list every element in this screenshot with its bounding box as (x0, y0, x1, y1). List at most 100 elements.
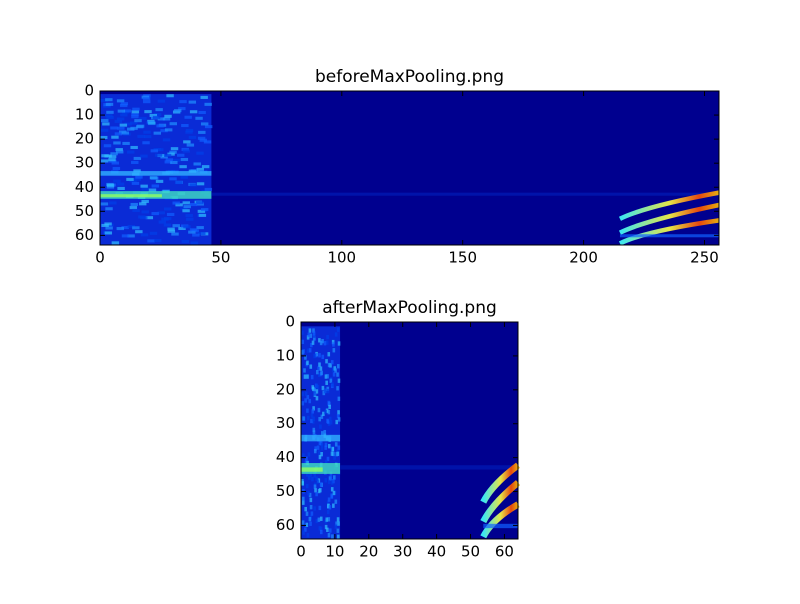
image-texture (117, 126, 125, 130)
image-texture (328, 528, 332, 533)
image-texture (105, 114, 113, 118)
image-texture (100, 202, 109, 206)
image-texture (149, 113, 158, 118)
image-texture (154, 153, 163, 157)
image-texture (163, 207, 172, 211)
image-texture (330, 445, 333, 451)
image-texture (115, 150, 124, 154)
x-tick-label: 250 (690, 249, 719, 267)
image-texture (166, 94, 174, 98)
image-texture (301, 339, 305, 345)
image-texture (315, 518, 319, 524)
image-texture (108, 158, 116, 162)
image-texture (315, 383, 318, 389)
image-texture (321, 385, 325, 391)
image-texture (313, 473, 317, 478)
image-texture (324, 374, 328, 379)
image-texture (331, 367, 335, 372)
image-texture (306, 360, 309, 365)
image-texture (325, 408, 329, 413)
image-texture (329, 420, 333, 425)
image-texture (326, 527, 329, 532)
image-texture (333, 475, 336, 480)
image-texture (186, 217, 194, 221)
image-texture (185, 130, 193, 134)
y-tick-label: 0 (84, 82, 94, 100)
image-texture (106, 185, 115, 189)
image-texture (327, 503, 330, 508)
image-texture (167, 227, 175, 231)
image-texture (185, 128, 194, 132)
image-texture (133, 169, 141, 173)
image-texture (301, 391, 304, 397)
image-texture (324, 442, 328, 447)
image-texture (312, 430, 316, 435)
image-texture (324, 459, 328, 465)
image-texture (306, 408, 309, 413)
plot-frame (300, 321, 519, 540)
image-texture (183, 225, 191, 229)
image-texture (335, 521, 338, 526)
image-texture (312, 333, 316, 338)
image-texture (309, 472, 312, 477)
image-texture (310, 511, 314, 516)
image-texture (301, 496, 305, 502)
image-texture (196, 151, 204, 155)
image-texture (337, 417, 341, 422)
image-texture (326, 374, 329, 379)
chart-title: beforeMaxPooling.png (315, 67, 504, 87)
image-texture (308, 348, 312, 353)
image-texture (335, 419, 339, 425)
image-texture (336, 449, 339, 454)
image-texture (113, 141, 121, 145)
image-texture (164, 160, 173, 164)
image-texture (163, 217, 172, 221)
image-texture (189, 110, 198, 114)
image-texture (325, 359, 328, 364)
image-texture (153, 131, 162, 135)
image-texture (312, 406, 315, 411)
image-texture (182, 201, 191, 205)
image-texture (320, 443, 324, 448)
image-texture (303, 368, 306, 373)
image-texture (336, 413, 340, 419)
image-texture (164, 128, 173, 132)
x-tick-label: 200 (569, 249, 598, 267)
image-texture (172, 201, 180, 205)
image-texture (302, 453, 305, 458)
image-texture (309, 521, 312, 526)
image-texture (309, 504, 313, 510)
image-texture (141, 199, 149, 203)
image-texture (306, 348, 310, 353)
image-band (100, 171, 212, 176)
y-tick-label: 20 (276, 380, 295, 398)
image-texture (120, 102, 129, 106)
image-texture (327, 409, 331, 415)
image-texture (305, 483, 309, 489)
y-tick-label: 60 (276, 516, 295, 534)
image-texture (197, 136, 206, 140)
image-texture (103, 144, 112, 148)
image-texture (151, 184, 160, 188)
image-texture (116, 99, 125, 103)
image-texture (326, 386, 330, 392)
image-texture (311, 477, 314, 482)
image-texture (167, 229, 176, 233)
image-texture (331, 447, 335, 452)
image-texture (325, 380, 328, 385)
image-texture (336, 327, 340, 332)
image-texture (130, 202, 138, 207)
image-texture (193, 162, 201, 166)
image-texture (314, 446, 317, 451)
image-texture (139, 116, 147, 120)
image-texture (334, 499, 338, 504)
image-texture (149, 231, 158, 235)
image-texture (139, 202, 147, 206)
image-texture (318, 505, 322, 511)
image-texture (198, 231, 206, 236)
image-texture (319, 526, 323, 531)
image-texture (188, 100, 197, 104)
image-texture (163, 153, 172, 157)
image-texture (151, 212, 159, 216)
image-texture (329, 363, 332, 368)
